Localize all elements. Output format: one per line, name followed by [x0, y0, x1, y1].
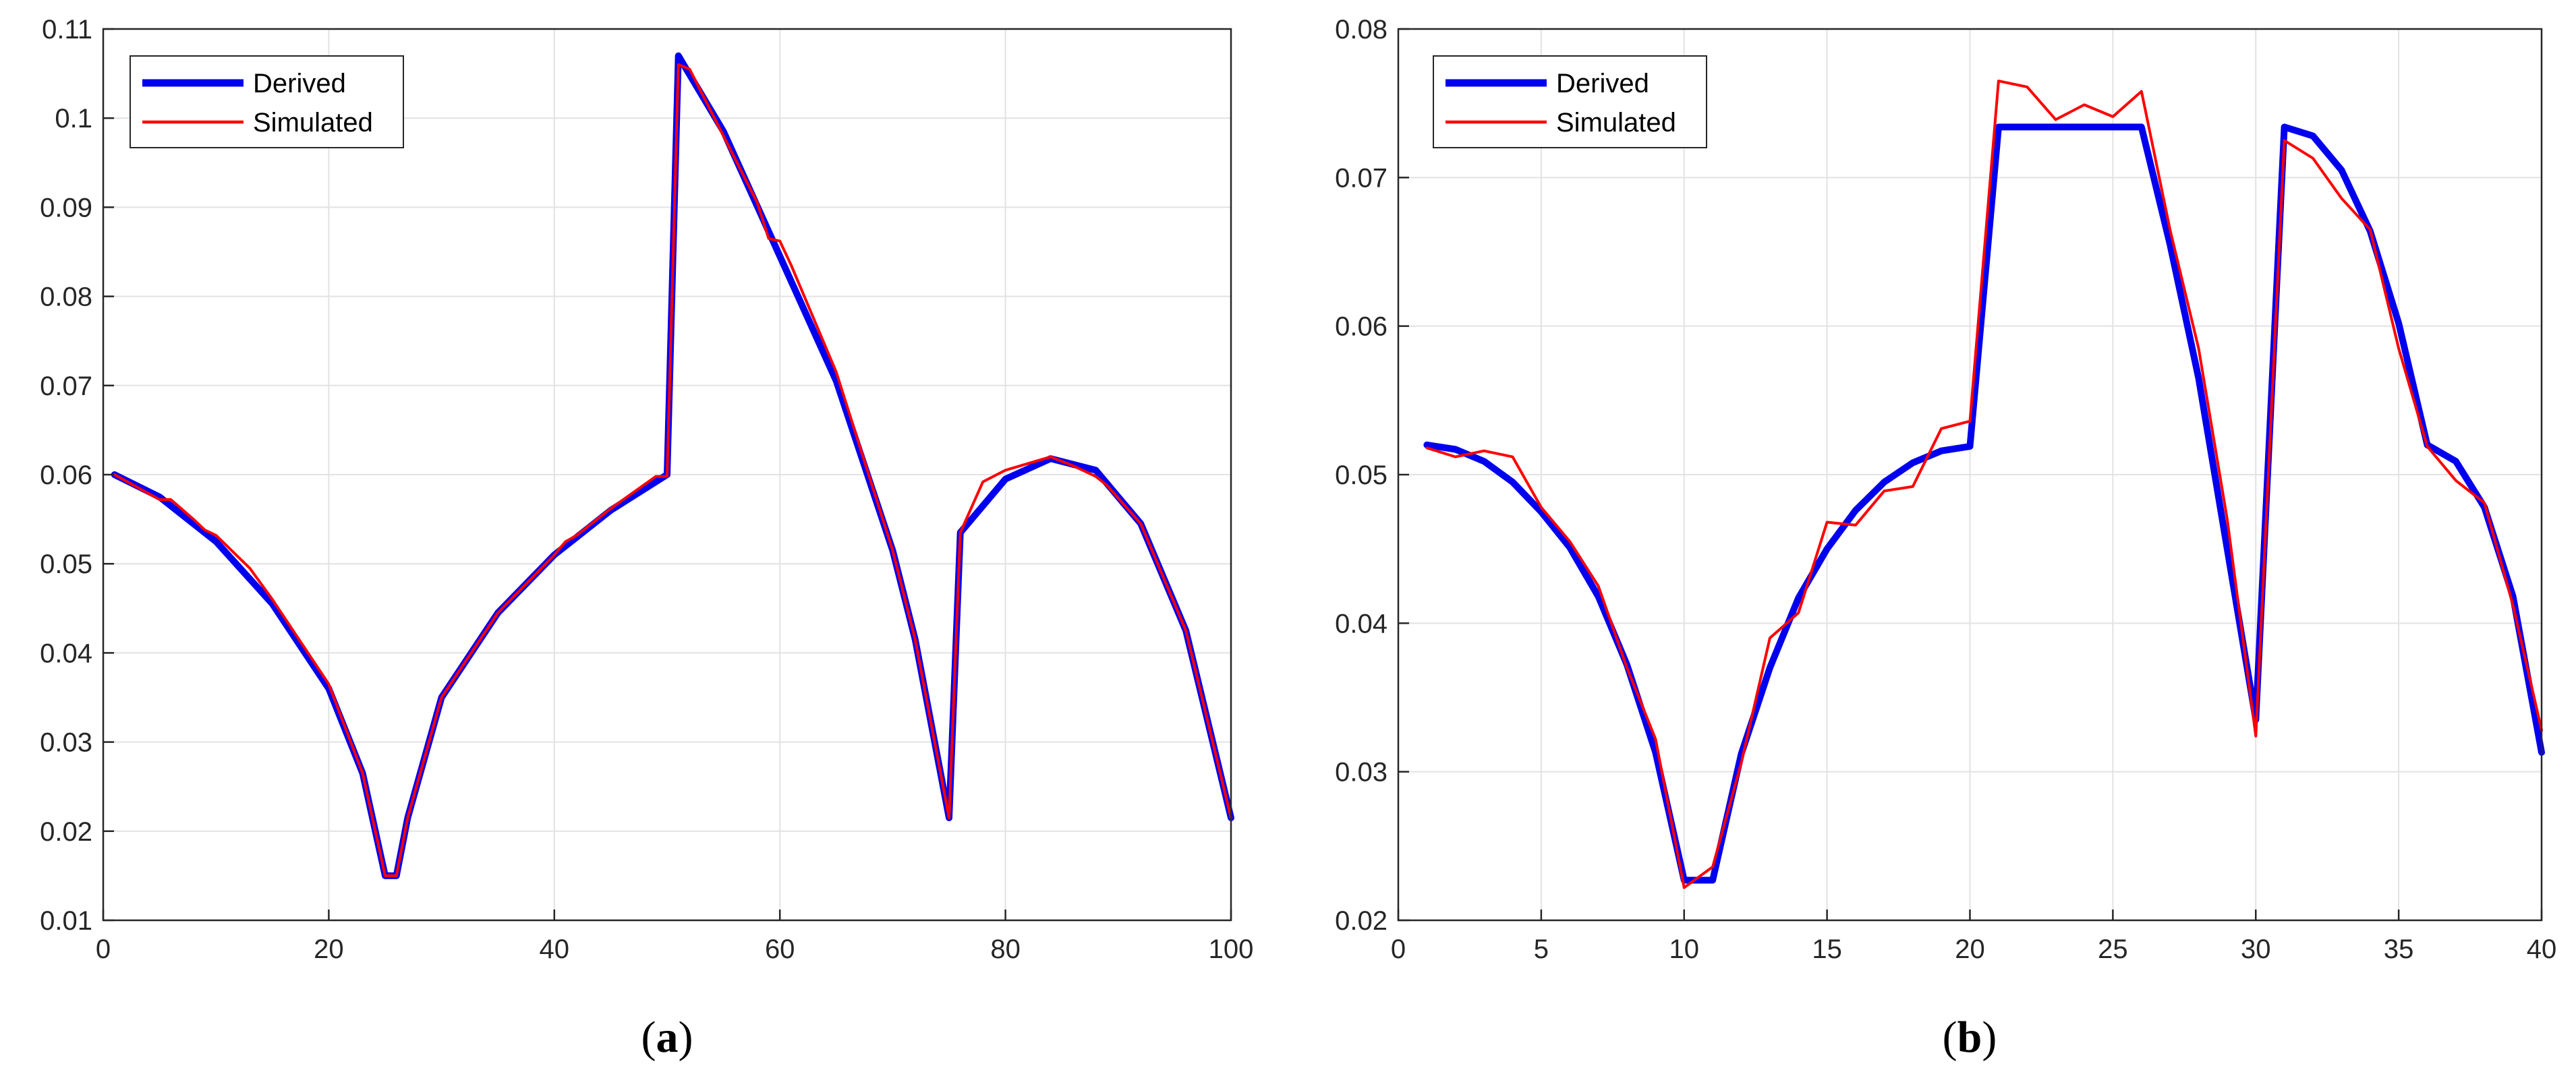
panel-label-a: (a)	[641, 1013, 693, 1062]
series-line-simulated-a	[113, 63, 1232, 877]
x-tick-label-a: 80	[990, 934, 1021, 964]
y-tick-label-b: 0.02	[1335, 906, 1387, 936]
y-tick-label-a: 0.11	[42, 15, 92, 44]
y-tick-label-b: 0.08	[1335, 15, 1387, 44]
chart-panel-a: 0 20 40 60 80 100 0.01 0.02 0.03 0.04 0.05 0.06 0.07…	[40, 15, 1253, 1062]
panel-label-b: (b)	[1943, 1013, 1997, 1062]
y-tick-label-a: 0.05	[40, 549, 92, 579]
chart-panel-b: 0 5 10 15 20 25 30 35 40 0.02 0.03 0.04 0.05 0.06 0.07…	[1335, 15, 2556, 1062]
x-tick-label-b: 20	[1955, 934, 1985, 964]
x-tick-label-a: 40	[540, 934, 570, 964]
x-tick-label-b: 10	[1669, 934, 1700, 964]
x-tick-label-b: 40	[2527, 934, 2557, 964]
y-tick-label-a: 0.03	[40, 728, 92, 758]
x-tick-label-a: 60	[765, 934, 795, 964]
y-tick-label-a: 0.08	[40, 282, 92, 312]
x-tick-label-a: 20	[314, 934, 344, 964]
x-tick-label-a: 100	[1209, 934, 1254, 964]
x-tick-label-b: 0	[1391, 934, 1406, 964]
y-tick-label-b: 0.07	[1335, 163, 1387, 193]
legend-label-derived-b: Derived	[1556, 69, 1649, 98]
legend-box-a	[130, 55, 404, 148]
ticks-b: 0 5 10 15 20 25 30 35 40 0.02 0.03 0.04 0.05 0.06 0.07…	[1335, 15, 2556, 964]
y-tick-label-a: 0.09	[40, 193, 92, 222]
y-tick-label-b: 0.03	[1335, 758, 1387, 787]
x-tick-label-b: 35	[2384, 934, 2414, 964]
legend-label-simulated-a: Simulated	[253, 108, 373, 138]
series-layer-a	[111, 52, 1234, 879]
x-tick-label-b: 15	[1812, 934, 1842, 964]
x-tick-label-b: 5	[1534, 934, 1549, 964]
x-tick-label-a: 0	[96, 934, 111, 964]
legend-label-derived-a: Derived	[253, 69, 346, 98]
y-tick-label-a: 0.01	[40, 906, 92, 936]
x-tick-label-b: 25	[2098, 934, 2128, 964]
panel-letter-a: a	[656, 1013, 679, 1062]
legend-b: Derived Simulated	[1433, 55, 1707, 148]
panel-letter-b: b	[1957, 1013, 1982, 1062]
ticks-a: 0 20 40 60 80 100 0.01 0.02 0.03 0.04 0.05 0.06 0.07…	[40, 15, 1253, 964]
legend-label-simulated-b: Simulated	[1556, 108, 1676, 138]
series-layer-b	[1423, 80, 2545, 889]
y-tick-label-a: 0.1	[55, 104, 92, 133]
y-tick-label-a: 0.07	[40, 371, 92, 401]
y-tick-label-a: 0.04	[40, 638, 92, 668]
series-line-simulated-b	[1425, 80, 2543, 889]
y-tick-label-b: 0.06	[1335, 312, 1387, 342]
legend-box-b	[1433, 55, 1707, 148]
y-tick-label-a: 0.06	[40, 460, 92, 490]
y-tick-label-b: 0.05	[1335, 460, 1387, 490]
legend-a: Derived Simulated	[130, 55, 404, 148]
x-tick-label-b: 30	[2241, 934, 2271, 964]
y-tick-label-a: 0.02	[40, 817, 92, 847]
y-tick-label-b: 0.04	[1335, 609, 1387, 638]
